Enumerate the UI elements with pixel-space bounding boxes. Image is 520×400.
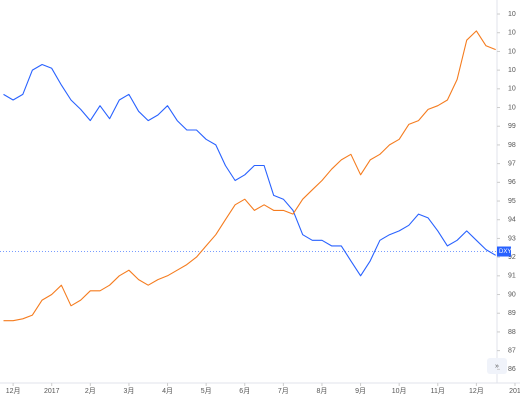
x-tick-label: 11月 xyxy=(431,387,445,395)
y-tick-label: 92 xyxy=(508,254,516,261)
y-tick-label: 10 xyxy=(508,11,516,18)
y-tick-label: 10 xyxy=(508,48,516,55)
scroll-button[interactable] xyxy=(487,358,507,374)
y-tick-label: 88 xyxy=(508,329,516,336)
x-tick-label: 4月 xyxy=(162,387,173,395)
y-tick-label: 98 xyxy=(508,142,516,149)
scroll-button-label[interactable]: » xyxy=(495,363,499,370)
x-tick-label: 5月 xyxy=(201,387,212,395)
legend-badge xyxy=(497,246,511,257)
y-tick-label: 10 xyxy=(508,86,516,93)
y-tick-label: 99 xyxy=(508,123,516,130)
y-tick-label: 97 xyxy=(508,160,516,167)
y-tick-label: 94 xyxy=(508,217,516,224)
x-tick-label: 2月 xyxy=(85,387,96,395)
y-tick-label: 96 xyxy=(508,179,516,186)
y-tick-label: 90 xyxy=(508,291,516,298)
x-tick-label: 12月 xyxy=(6,387,21,395)
x-tick-label: 12月 xyxy=(469,387,484,395)
series-line xyxy=(3,30,496,322)
x-tick-label: 6月 xyxy=(239,387,250,395)
x-tick-label: 9月 xyxy=(355,387,366,395)
y-tick-label: 95 xyxy=(508,198,516,205)
y-tick-label: 91 xyxy=(508,273,516,280)
y-tick-label: 89 xyxy=(508,310,516,317)
series-line xyxy=(3,63,496,277)
y-tick-label: 86 xyxy=(508,366,516,373)
x-tick-label: 3月 xyxy=(123,387,134,395)
legend-label: DXY xyxy=(499,249,511,255)
x-tick-label: 7月 xyxy=(278,387,289,395)
y-tick-label: 93 xyxy=(508,235,516,242)
y-tick-label: 10 xyxy=(508,67,516,74)
x-tick-label: 201 xyxy=(509,388,520,395)
x-tick-label: 8月 xyxy=(317,387,328,395)
x-tick-label: 2017 xyxy=(44,388,60,395)
y-tick-label: 10 xyxy=(508,104,516,111)
y-tick-label: 10 xyxy=(508,30,516,37)
x-tick-label: 10月 xyxy=(392,387,407,395)
y-tick-label: 87 xyxy=(508,347,516,354)
